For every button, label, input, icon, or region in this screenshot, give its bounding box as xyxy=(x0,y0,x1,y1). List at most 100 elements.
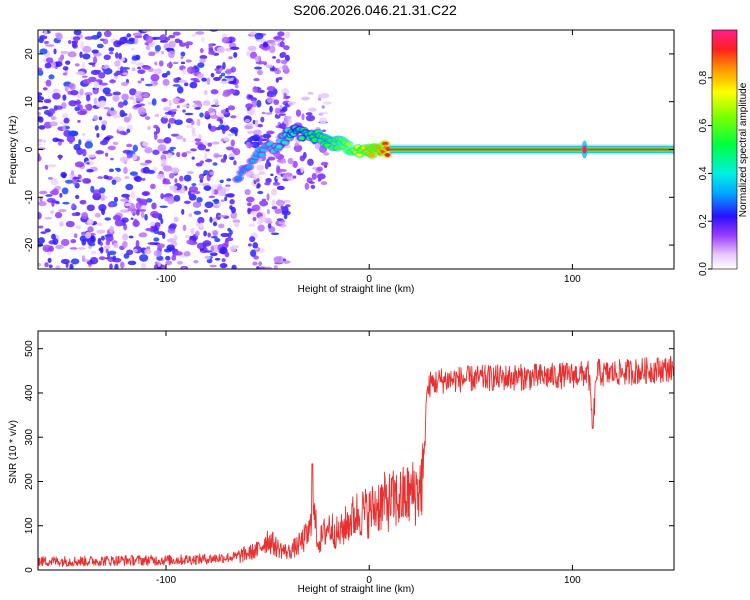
spectrogram-noise-blob xyxy=(155,126,161,134)
spectrogram-noise-blob xyxy=(44,62,52,69)
spectrogram-noise-blob xyxy=(254,119,259,127)
spectrogram-noise-blob xyxy=(139,254,149,262)
spectrogram-noise-blob xyxy=(247,130,255,135)
spectrogram-noise-blob xyxy=(45,57,54,64)
spectrogram-noise-blob xyxy=(99,241,103,246)
spectrogram-noise-blob xyxy=(301,113,305,121)
spectrogram-noise-blob xyxy=(184,82,189,87)
spectrogram-noise-blob xyxy=(254,66,263,70)
spectrogram-noise-blob xyxy=(121,193,130,198)
spectrogram-noise-blob xyxy=(173,216,179,223)
spectrogram-noise-blob xyxy=(196,197,203,203)
spectrogram-noise-blob xyxy=(199,178,204,183)
spectrogram-noise-blob xyxy=(204,255,211,260)
spectrogram-noise-blob xyxy=(169,185,178,191)
spectrogram-noise-blob xyxy=(324,164,328,168)
spectrogram-noise-blob xyxy=(278,168,287,173)
spectrogram-noise-blob xyxy=(186,239,194,245)
spectrogram-noise-blob xyxy=(245,103,253,109)
spectrogram-noise-blob xyxy=(75,71,85,76)
spectrogram-noise-blob xyxy=(218,202,222,206)
spectrogram-noise-blob xyxy=(283,214,288,220)
spectrogram-noise-blob xyxy=(128,235,134,239)
spectrogram-noise-blob xyxy=(79,235,87,242)
spectrogram-noise-blob xyxy=(49,121,58,127)
spectrogram-noise-blob xyxy=(166,244,175,251)
spectrogram-noise-blob xyxy=(271,205,278,210)
spectrogram-noise-blob xyxy=(153,237,160,242)
spectrogram-noise-blob xyxy=(216,46,226,54)
spectrogram-track-core xyxy=(311,138,318,143)
spectrogram-noise-blob xyxy=(38,153,41,161)
spectrogram-noise-blob xyxy=(224,240,229,247)
spectrogram-noise-blob xyxy=(193,210,202,215)
spectrogram-noise-blob xyxy=(95,150,105,155)
spectrogram-noise-blob xyxy=(79,88,84,96)
spectrogram-noise-blob xyxy=(270,232,280,235)
spectrogram-noise-blob xyxy=(44,262,49,268)
spectrogram-track-core xyxy=(258,152,265,157)
spectrogram-noise-blob xyxy=(152,149,160,155)
spectrogram-noise-blob xyxy=(179,42,187,47)
spectrogram-noise-blob xyxy=(190,227,195,235)
spectrogram-noise-blob xyxy=(211,141,220,145)
spectrogram-noise-blob xyxy=(144,248,152,255)
spectrogram-y-tick-label: 10 xyxy=(24,96,35,108)
spectrogram-noise-blob xyxy=(219,262,228,269)
colorbar-gradient xyxy=(711,29,738,270)
spectrogram-noise-blob xyxy=(207,232,211,238)
spectrogram-noise-blob xyxy=(122,72,129,76)
spectrogram-noise-blob xyxy=(93,56,98,64)
spectrogram-noise-field xyxy=(38,30,332,269)
spectrogram-noise-blob xyxy=(71,212,77,217)
spectrogram-noise-blob xyxy=(317,173,326,180)
spectrogram-noise-blob xyxy=(204,158,213,163)
spectrogram-noise-blob xyxy=(300,166,304,173)
spectrogram-noise-blob xyxy=(244,188,251,196)
spectrogram-noise-blob xyxy=(161,98,168,103)
spectrogram-noise-blob xyxy=(125,183,134,191)
spectrogram-noise-blob xyxy=(109,225,114,234)
spectrogram-noise-blob xyxy=(154,61,158,66)
spectrogram-noise-blob xyxy=(93,115,99,121)
spectrogram-noise-blob xyxy=(244,119,251,123)
spectrogram-noise-blob xyxy=(156,173,166,180)
spectrogram-noise-blob xyxy=(258,171,266,175)
spectrogram-noise-blob xyxy=(213,204,220,209)
spectrogram-noise-blob xyxy=(204,201,214,209)
spectrogram-noise-blob xyxy=(262,133,272,139)
spectrogram-noise-blob xyxy=(62,201,70,205)
spectrogram-noise-blob xyxy=(261,198,267,202)
spectrogram-noise-blob xyxy=(259,134,263,142)
spectrogram-noise-blob xyxy=(204,152,208,161)
spectrogram-noise-blob xyxy=(98,82,108,86)
spectrogram-noise-blob xyxy=(62,94,67,101)
spectrogram-noise-blob xyxy=(256,164,265,171)
spectrogram-noise-blob xyxy=(55,265,61,269)
spectrogram-noise-blob xyxy=(69,263,74,269)
spectrogram-noise-blob xyxy=(82,177,92,184)
spectrogram-noise-blob xyxy=(305,112,313,116)
figure-title: S206.2026.046.21.31.C22 xyxy=(293,2,457,18)
spectrogram-noise-blob xyxy=(273,99,280,106)
spectrogram-noise-blob xyxy=(210,114,218,119)
spectrogram-noise-blob xyxy=(40,231,47,234)
spectrogram-noise-blob xyxy=(98,72,106,79)
spectrogram-noise-blob xyxy=(186,43,190,49)
spectrogram-noise-blob xyxy=(320,181,328,186)
spectrogram-noise-blob xyxy=(68,83,74,89)
spectrogram-noise-blob xyxy=(169,223,177,229)
spectrogram-noise-blob xyxy=(60,50,69,55)
spectrogram-noise-blob xyxy=(254,247,259,251)
spectrogram-noise-blob xyxy=(65,60,71,65)
spectrogram-noise-blob xyxy=(250,249,257,257)
spectrogram-noise-blob xyxy=(247,207,252,215)
spectrogram-noise-blob xyxy=(38,262,42,267)
spectrogram-noise-blob xyxy=(273,256,282,264)
spectrogram-noise-blob xyxy=(99,38,105,42)
spectrogram-noise-blob xyxy=(282,174,289,179)
spectrogram-noise-blob xyxy=(130,191,136,199)
colorbar-label: Normalized spectral amplitude xyxy=(738,82,749,217)
spectrogram-noise-blob xyxy=(212,98,218,103)
